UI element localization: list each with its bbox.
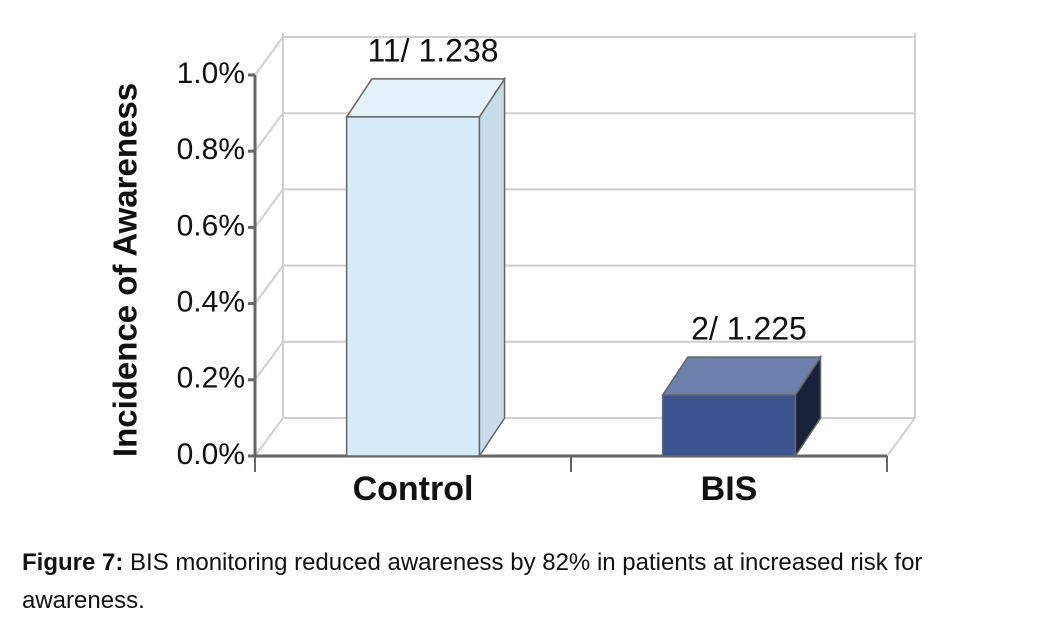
y-tick-label: 0.4% [177,286,245,319]
value-label: 2/ 1.225 [691,310,807,346]
floor-edge [886,417,916,457]
y-axis-title: Incidence of Awareness [107,83,144,457]
y-tick-label: 0.0% [177,438,245,471]
bar [661,394,797,457]
grid-line [254,341,284,381]
x-tick-label: Control [353,470,474,508]
caption: Figure 7: BIS monitoring reduced awarene… [22,544,952,620]
bar-top [345,78,506,118]
x-tick-label: BIS [701,470,758,508]
grid-line [254,112,284,152]
y-tick-label: 0.2% [177,362,245,395]
bar [345,116,481,457]
y-tick-label: 1.0% [177,57,245,90]
bar-top [661,356,822,396]
grid-line [254,188,284,228]
grid-line [254,36,284,76]
y-tick-label: 0.6% [177,209,245,242]
grid-line [254,417,284,457]
grid-line [254,265,284,305]
value-label: 11/ 1.238 [367,32,498,68]
caption-label: Figure 7: [22,549,124,576]
y-tick-label: 0.8% [177,133,245,166]
chart: Incidence of Awareness 0.0% 0.2% 0.4% 0.6% 0… [107,32,916,508]
caption-text: BIS monitoring reduced awareness by 82% … [22,549,923,614]
bar-side [478,76,506,459]
